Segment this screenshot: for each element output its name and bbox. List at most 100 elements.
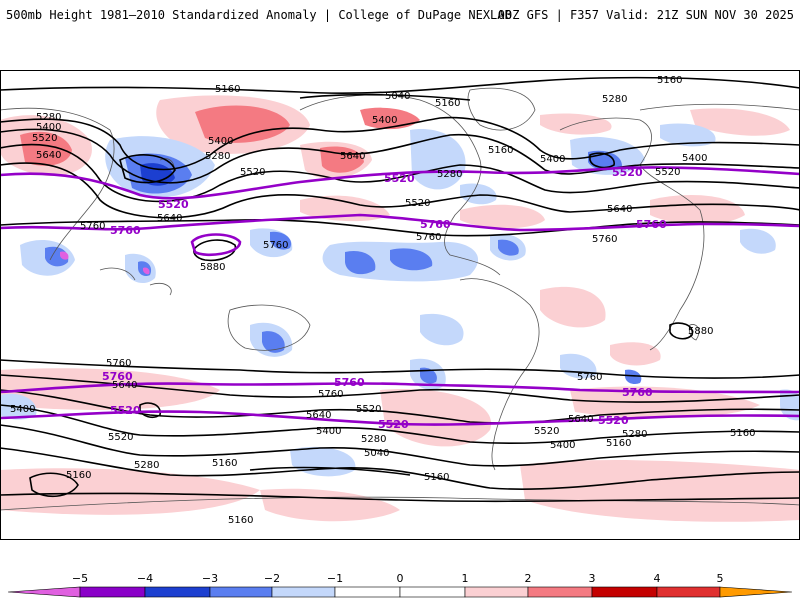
colorbar-arrow-left: [7, 586, 81, 598]
anomaly-negative-25: [290, 446, 356, 477]
anomaly-map: 5160 5040 5160 5160 5280 5400 5520 5640 …: [0, 70, 800, 540]
contour-label: 5400: [10, 404, 35, 415]
contour-label: 5160: [657, 75, 682, 86]
contour-5880-africa: [669, 322, 694, 340]
colorbar-arrow-right: [719, 586, 793, 598]
highlight-label: 5520: [384, 172, 415, 185]
contour-label: 5160: [66, 470, 91, 481]
highlight-5520-south: [0, 410, 800, 426]
anomaly-positive-18: [0, 468, 260, 515]
contour-label: 5280: [36, 112, 61, 123]
contour-label: 5160: [606, 438, 631, 449]
anomaly-negative-23: [420, 313, 464, 346]
coast-indonesia: [99, 267, 172, 296]
anomaly-negative-18: [498, 239, 519, 256]
colorbar-tick: 4: [654, 572, 661, 585]
anomaly-positive-12: [650, 195, 745, 225]
colorbar-tick: 2: [525, 572, 532, 585]
map-title: 500mb Height 1981–2010 Standardized Anom…: [6, 8, 512, 22]
anomaly-negative-13: [270, 231, 292, 250]
anomaly-negative-15: [345, 250, 376, 275]
contour-label: 5760: [318, 389, 343, 400]
contour-label: 5760: [592, 234, 617, 245]
contour-label: 5880: [200, 262, 225, 273]
contour-5640-north: [0, 162, 800, 219]
coast-australia: [227, 304, 311, 351]
colorbar-swatch: [271, 586, 336, 598]
highlight-label: 5760: [102, 370, 133, 383]
coast-greenland: [467, 87, 536, 131]
contour-label: 5640: [157, 213, 182, 224]
contour-label: 5400: [372, 115, 397, 126]
contour-label: 5640: [340, 151, 365, 162]
contour-closed-low-2: [589, 152, 615, 169]
header: 500mb Height 1981–2010 Standardized Anom…: [0, 0, 800, 30]
contour-label: 5400: [316, 426, 341, 437]
contour-label: 5520: [32, 133, 57, 144]
coast-antarctica: [0, 496, 800, 511]
contour-label: 5640: [112, 380, 137, 391]
colorbar-swatch: [209, 586, 273, 598]
colorbar-swatch: [399, 586, 466, 598]
anomaly-positive-2: [20, 131, 72, 166]
anomaly-positive-7: [320, 146, 364, 173]
anomaly-positive-10: [460, 204, 545, 229]
contour-label: 5520: [108, 432, 133, 443]
contour-closed-low-3: [29, 472, 79, 498]
contour-label: 5040: [364, 448, 389, 459]
contour-label: 5520: [655, 167, 680, 178]
contour-closed-low-1: [119, 154, 176, 184]
colorbar-tick: 3: [589, 572, 596, 585]
anomaly-positive-13: [540, 286, 606, 328]
anomaly-positive-19: [520, 460, 800, 522]
contour-label: 5160: [215, 84, 240, 95]
highlight-label: 5760: [636, 218, 667, 231]
anomaly-negative-28: [740, 228, 776, 254]
contour-label: 5160: [730, 428, 755, 439]
contour-label: 5640: [568, 414, 593, 425]
contour-label: 5160: [488, 145, 513, 156]
contour-label: 5400: [682, 153, 707, 164]
contour-label: 5160: [212, 458, 237, 469]
contour-5880-ring: [193, 239, 236, 262]
highlight-label: 5760: [622, 386, 653, 399]
contour-5760-mid: [0, 218, 800, 237]
contour-label: 5160: [435, 98, 460, 109]
colorbar-tick: 1: [462, 572, 469, 585]
contour-5160-antarctic: [0, 492, 800, 503]
anomaly-positive-20: [260, 488, 400, 522]
contour-5040-north: [299, 93, 471, 101]
contour-label: 5280: [134, 460, 159, 471]
highlight-label: 5520: [378, 418, 409, 431]
contour-5040-south: [249, 466, 411, 476]
anomaly-negative-31: [60, 251, 69, 260]
contour-label: 5640: [36, 150, 61, 161]
positive-anomaly-shading: [0, 95, 800, 522]
anomaly-colorbar: −5 −4 −3 −2 −1 0 1 2 3 4 5: [7, 572, 793, 598]
colorbar-tick: −2: [264, 572, 280, 585]
highlight-label: 5520: [158, 198, 189, 211]
colorbar-tick: −4: [137, 572, 153, 585]
highlight-label: 5520: [598, 414, 629, 427]
contour-label: 5280: [205, 151, 230, 162]
contour-5160-south: [0, 447, 800, 490]
contour-label: 5760: [416, 232, 441, 243]
contour-5760-south: [0, 359, 800, 379]
coast-madagascar: [688, 324, 700, 341]
colorbar-swatch: [527, 586, 593, 598]
anomaly-negative-22: [420, 367, 437, 384]
contour-label: 5520: [534, 426, 559, 437]
contour-label: 5400: [550, 440, 575, 451]
anomaly-positive-14: [610, 342, 661, 366]
contour-label: 5520: [356, 404, 381, 415]
contour-labels: 5160 5040 5160 5160 5280 5400 5520 5640 …: [10, 75, 755, 526]
anomaly-negative-27: [625, 369, 642, 385]
anomaly-negative-32: [143, 267, 150, 275]
contour-label: 5280: [602, 94, 627, 105]
contour-5400-south: [0, 404, 800, 445]
contour-label: 5520: [405, 198, 430, 209]
colorbar-tick-labels: −5 −4 −3 −2 −1 0 1 2 3 4 5: [72, 572, 724, 585]
highlight-label: 5760: [420, 218, 451, 231]
anomaly-negative-16: [390, 248, 433, 271]
anomaly-negative-7: [660, 123, 716, 147]
